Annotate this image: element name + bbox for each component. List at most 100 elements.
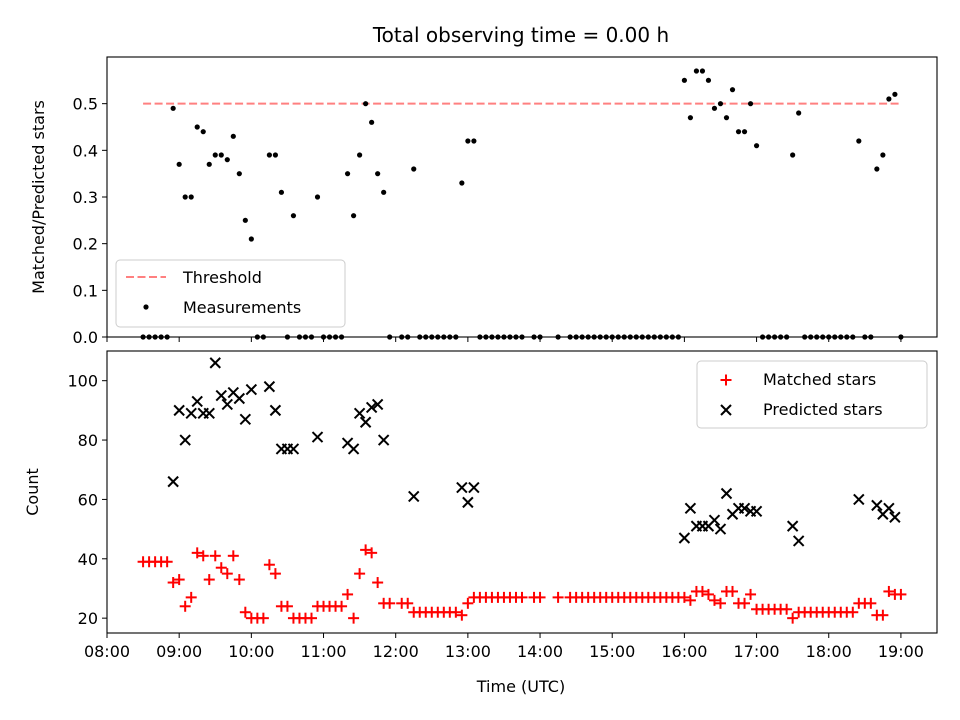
predicted-star-point [167,475,179,488]
predicted-star-point [215,389,227,402]
count-panel: 20 40 60 80 100 08:00 09:00 10:00 11:00 12:00 13:… [23,350,938,696]
measurements-legend-swatch [143,304,149,310]
measurement-point [290,213,297,219]
matched-star-point [191,547,203,559]
predicted-stars-legend-label: Predicted stars [763,400,883,419]
predicted-star-point [365,401,378,414]
matched-star-point [462,597,474,609]
matched-star-point [263,559,275,571]
measurement-point [314,194,321,200]
ratio-x-ticks [106,337,902,342]
matched-star-point [360,544,372,556]
matched-star-point [456,609,468,621]
count-x-tick-label: 12:00 [373,642,419,661]
predicted-star-point [239,413,252,425]
predicted-star-point [786,520,799,532]
count-x-tick-label: 08:00 [84,642,130,661]
predicted-star-point [853,493,865,506]
matched-star-point [354,568,366,580]
matched-star-point [221,568,233,580]
matched-star-point [781,603,793,615]
measurement-point [723,115,730,121]
ratio-legend-box [115,259,346,328]
predicted-star-point [191,395,203,408]
predicted-star-point [347,443,360,455]
ratio-y-tick-label: 0.5 [73,95,98,114]
count-marks [137,357,907,624]
measurement-point [717,101,724,107]
matched-star-point [269,568,281,580]
predicted-star-point [233,392,246,405]
matched-star-point [173,574,185,586]
matched-star-point [257,612,269,624]
predicted-star-point [371,398,384,411]
predicted-star-point [678,532,691,544]
predicted-star-point [720,487,733,500]
matched-star-point [684,594,696,606]
count-x-tick-label: 10:00 [228,642,274,661]
predicted-star-point [714,523,727,535]
measurement-point [687,115,694,121]
matched-star-point [727,585,739,597]
count-legend: Matched stars Predicted stars [696,360,928,429]
count-x-tick-label: 13:00 [445,642,491,661]
count-x-tick-label: 11:00 [300,642,346,661]
predicted-star-point [750,505,763,518]
count-y-tick-label: 20 [78,609,98,628]
threshold-legend-label: Threshold [182,268,262,287]
count-plot-frame [106,350,938,634]
measurement-point [747,101,754,107]
count-y-axis-label: Count [23,468,42,516]
measurement-point [188,194,194,200]
measurement-point [375,171,381,177]
matched-stars-legend-label: Matched stars [763,370,876,389]
matched-star-point [209,550,221,562]
matched-star-point [215,562,227,574]
measurement-point [874,166,880,172]
measurement-point [735,129,742,135]
predicted-star-point [209,357,221,369]
matched-star-point [787,612,799,624]
predicted-star-point [179,434,191,446]
measurement-point [880,152,886,158]
predicted-star-point [792,535,805,547]
measurement-point [681,77,687,83]
matched-star-point [552,591,564,603]
ratio-y-tick-label: 0.0 [73,328,98,347]
measurement-point [218,152,224,158]
measurement-point [272,152,279,158]
predicted-star-point [708,514,721,526]
matched-star-point [161,556,173,568]
predicted-star-point [684,502,697,515]
predicted-star-point [173,404,185,417]
matched-star-point [883,585,895,597]
measurement-point [381,189,387,195]
ratio-y-ticks: 0.0 0.1 0.2 0.3 0.4 0.5 [73,95,107,347]
matched-star-point [197,550,209,562]
measurement-point [369,119,375,125]
measurement-point [170,105,176,111]
measurement-point [892,91,898,97]
matched-star-point [203,574,215,586]
matched-star-point [384,597,396,609]
measurement-point [230,133,236,139]
measurement-point [796,110,802,116]
predicted-star-point [408,490,420,503]
matched-star-point [847,606,859,618]
matched-star-point [227,550,239,562]
chart-title: Total observing time = 0.00 h [372,23,669,47]
x-axis-label: Time (UTC) [476,677,565,696]
predicted-stars-legend-swatch [720,404,732,416]
measurement-point [242,217,248,223]
measurement-point [350,213,357,219]
matched-star-point [179,600,191,612]
ratio-panel: 0.0 0.1 0.2 0.3 0.4 0.5 Matched/Predicted sta… [29,56,938,347]
measurement-point [741,129,748,135]
measurement-point [206,161,212,167]
predicted-star-point [353,407,366,420]
matched-star-point [342,588,354,600]
measurement-point [248,236,254,242]
measurement-point [711,105,718,111]
count-x-tick-label: 14:00 [517,642,563,661]
matched-star-point [702,588,714,600]
